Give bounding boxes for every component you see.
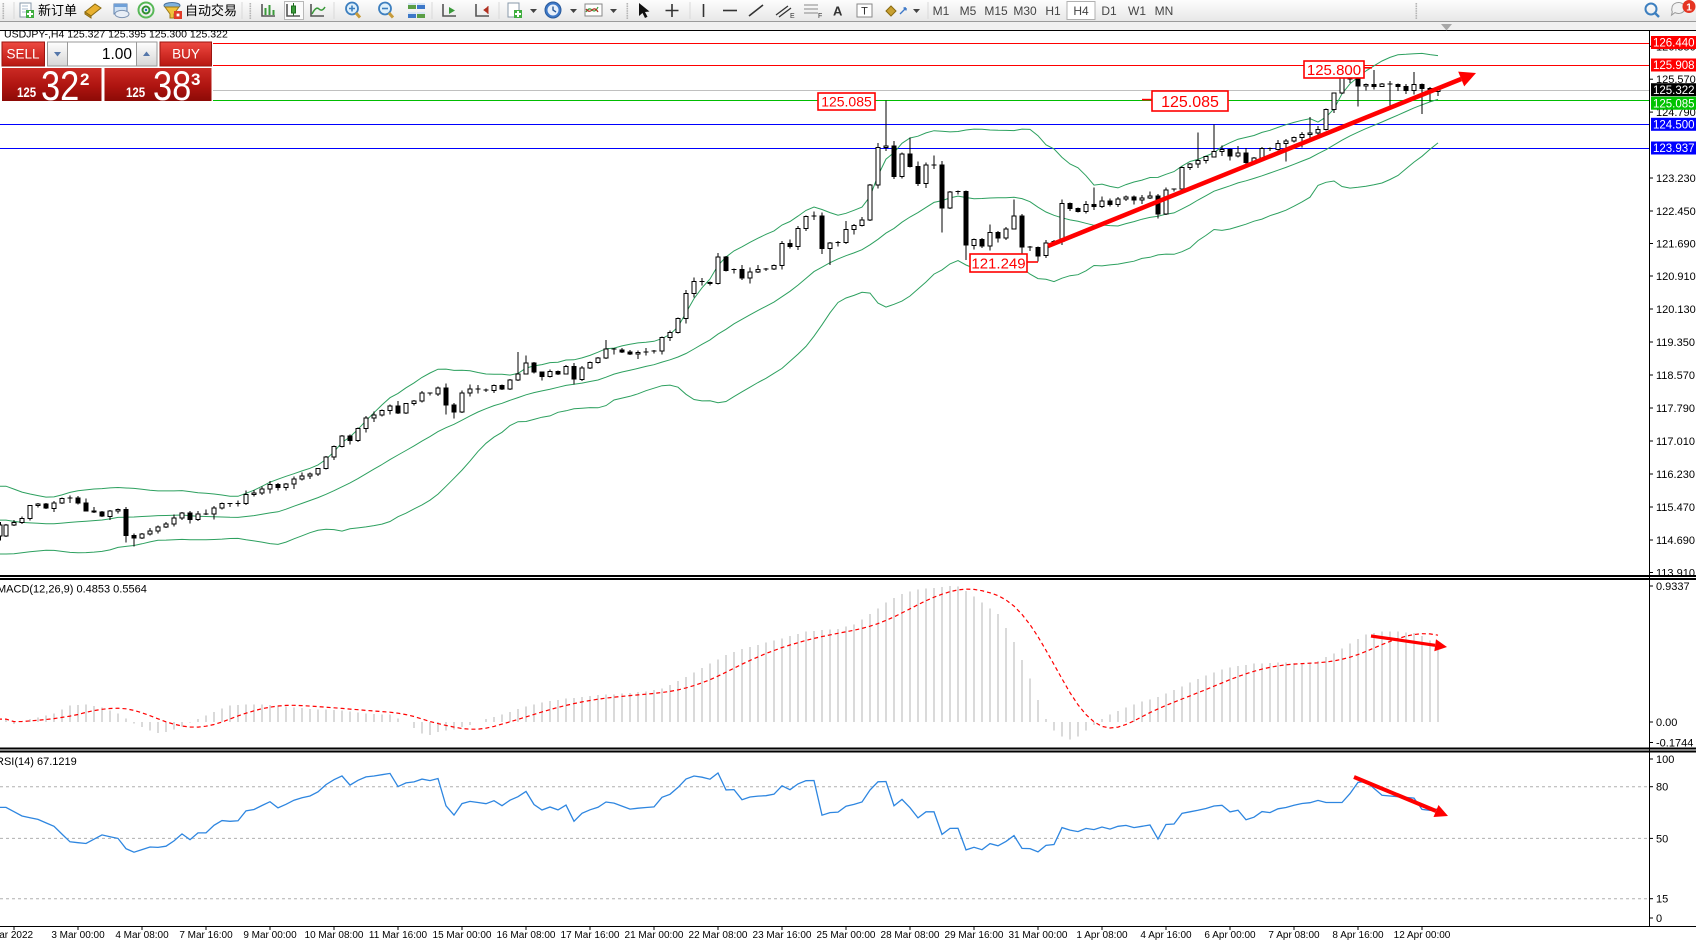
svg-text:MACD(12,26,9) 0.4853 0.5564: MACD(12,26,9) 0.4853 0.5564 bbox=[0, 584, 147, 596]
svg-text:6 Apr 00:00: 6 Apr 00:00 bbox=[1204, 930, 1256, 941]
svg-text:38: 38 bbox=[153, 63, 191, 110]
svg-text:125.085: 125.085 bbox=[1653, 98, 1695, 110]
svg-text:125: 125 bbox=[126, 84, 145, 100]
svg-text:117.010: 117.010 bbox=[1656, 436, 1695, 448]
svg-text:123.937: 123.937 bbox=[1653, 143, 1695, 155]
svg-text:11 Mar 16:00: 11 Mar 16:00 bbox=[369, 930, 428, 941]
svg-text:D1: D1 bbox=[1101, 4, 1117, 18]
svg-text:M1: M1 bbox=[933, 4, 950, 18]
svg-text:BUY: BUY bbox=[172, 47, 200, 62]
svg-text:0.9337: 0.9337 bbox=[1656, 581, 1690, 593]
svg-text:H4: H4 bbox=[1073, 4, 1089, 18]
svg-text:115.470: 115.470 bbox=[1656, 502, 1695, 514]
svg-text:F: F bbox=[818, 13, 822, 20]
svg-text:120.130: 120.130 bbox=[1656, 304, 1696, 316]
svg-text:116.230: 116.230 bbox=[1656, 469, 1695, 481]
svg-text:4 Mar 08:00: 4 Mar 08:00 bbox=[115, 930, 169, 941]
svg-text:10 Mar 08:00: 10 Mar 08:00 bbox=[305, 930, 364, 941]
svg-text:120.910: 120.910 bbox=[1656, 271, 1696, 283]
svg-text:31 Mar 00:00: 31 Mar 00:00 bbox=[1009, 930, 1068, 941]
svg-text:125.085: 125.085 bbox=[821, 94, 872, 110]
svg-text:118.570: 118.570 bbox=[1656, 370, 1695, 382]
svg-text:117.790: 117.790 bbox=[1656, 403, 1695, 415]
svg-text:124.500: 124.500 bbox=[1653, 120, 1695, 132]
svg-text:T: T bbox=[861, 6, 868, 18]
svg-text:USDJPY-,H4 125.327 125.395 12: USDJPY-,H4 125.327 125.395 125.300 125.3… bbox=[4, 29, 228, 41]
svg-text:M30: M30 bbox=[1013, 4, 1037, 18]
svg-text:SELL: SELL bbox=[6, 47, 40, 62]
svg-text:15: 15 bbox=[1656, 894, 1668, 906]
svg-text:29 Mar 16:00: 29 Mar 16:00 bbox=[945, 930, 1004, 941]
svg-text:Mar 2022: Mar 2022 bbox=[0, 930, 34, 941]
svg-text:3: 3 bbox=[191, 70, 200, 89]
svg-text:M5: M5 bbox=[960, 4, 977, 18]
svg-text:32: 32 bbox=[41, 63, 79, 110]
svg-text:123.230: 123.230 bbox=[1656, 173, 1696, 185]
svg-text:A: A bbox=[833, 4, 843, 19]
svg-text:50: 50 bbox=[1656, 833, 1668, 845]
svg-text:22 Mar 08:00: 22 Mar 08:00 bbox=[689, 930, 748, 941]
svg-text:113.910: 113.910 bbox=[1656, 568, 1695, 580]
svg-text:125.800: 125.800 bbox=[1307, 62, 1361, 79]
svg-text:1.00: 1.00 bbox=[102, 46, 133, 63]
svg-text:E: E bbox=[790, 13, 795, 20]
svg-text:121.690: 121.690 bbox=[1656, 239, 1696, 251]
svg-text:126.440: 126.440 bbox=[1653, 38, 1695, 50]
svg-text:W1: W1 bbox=[1128, 4, 1146, 18]
svg-text:1 Apr 08:00: 1 Apr 08:00 bbox=[1076, 930, 1128, 941]
svg-text:25 Mar 00:00: 25 Mar 00:00 bbox=[817, 930, 876, 941]
svg-text:4 Apr 16:00: 4 Apr 16:00 bbox=[1140, 930, 1192, 941]
svg-text:100: 100 bbox=[1656, 754, 1674, 766]
svg-text:7 Apr 08:00: 7 Apr 08:00 bbox=[1268, 930, 1320, 941]
svg-text:114.690: 114.690 bbox=[1656, 535, 1695, 547]
svg-text:自动交易: 自动交易 bbox=[185, 3, 237, 18]
svg-text:1: 1 bbox=[1686, 3, 1692, 14]
svg-text:80: 80 bbox=[1656, 782, 1668, 794]
svg-text:9 Mar 00:00: 9 Mar 00:00 bbox=[243, 930, 297, 941]
svg-text:0: 0 bbox=[1656, 913, 1662, 925]
svg-text:H1: H1 bbox=[1045, 4, 1061, 18]
svg-text:124.790: 124.790 bbox=[1656, 107, 1696, 119]
svg-text:125.322: 125.322 bbox=[1653, 85, 1695, 97]
svg-text:16 Mar 08:00: 16 Mar 08:00 bbox=[497, 930, 556, 941]
svg-text:121.249: 121.249 bbox=[971, 255, 1025, 272]
svg-text:3 Mar 00:00: 3 Mar 00:00 bbox=[51, 930, 105, 941]
svg-text:28 Mar 08:00: 28 Mar 08:00 bbox=[881, 930, 940, 941]
svg-text:M15: M15 bbox=[984, 4, 1008, 18]
svg-text:RSI(14) 67.1219: RSI(14) 67.1219 bbox=[0, 756, 77, 768]
svg-text:125: 125 bbox=[17, 84, 36, 100]
svg-text:119.350: 119.350 bbox=[1656, 337, 1695, 349]
svg-text:新订单: 新订单 bbox=[38, 3, 77, 18]
svg-text:15 Mar 00:00: 15 Mar 00:00 bbox=[433, 930, 492, 941]
svg-text:125.908: 125.908 bbox=[1653, 60, 1695, 72]
svg-text:-0.1744: -0.1744 bbox=[1656, 738, 1693, 750]
svg-text:MN: MN bbox=[1155, 4, 1174, 18]
svg-text:2: 2 bbox=[80, 70, 89, 89]
svg-text:125.085: 125.085 bbox=[1161, 94, 1219, 111]
svg-text:21 Mar 00:00: 21 Mar 00:00 bbox=[625, 930, 684, 941]
svg-text:122.450: 122.450 bbox=[1656, 206, 1696, 218]
svg-text:7 Mar 16:00: 7 Mar 16:00 bbox=[179, 930, 233, 941]
svg-text:17 Mar 16:00: 17 Mar 16:00 bbox=[561, 930, 620, 941]
svg-text:0.00: 0.00 bbox=[1656, 717, 1677, 729]
svg-text:23 Mar 16:00: 23 Mar 16:00 bbox=[753, 930, 812, 941]
svg-text:12 Apr 00:00: 12 Apr 00:00 bbox=[1394, 930, 1451, 941]
svg-text:8 Apr 16:00: 8 Apr 16:00 bbox=[1332, 930, 1384, 941]
